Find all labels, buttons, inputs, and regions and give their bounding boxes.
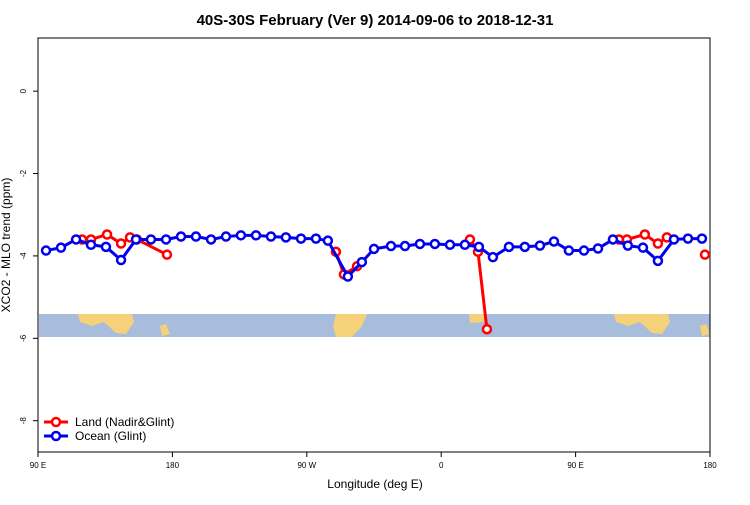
point [652,238,664,249]
x-tick-label: 90 E [567,461,583,470]
point [399,240,411,252]
point [160,234,172,245]
x-axis-label: Longitude (deg E) [327,477,422,491]
point [503,241,515,253]
x-tick-label: 180 [166,461,180,470]
point [115,254,127,266]
point [414,238,426,250]
land-shape [614,314,670,334]
y-axis-label: XCO2 - MLO trend (ppm) [0,178,13,313]
land-shape [160,324,170,336]
point [459,239,471,251]
y-tick-label: -4 [19,252,28,260]
x-tick-label: 0 [439,461,444,470]
y-tick-label: -2 [19,169,28,177]
point [699,249,711,260]
point [652,255,664,267]
point [668,234,680,245]
legend-label: Ocean (Glint) [75,429,146,443]
point [563,245,575,256]
point [607,234,619,245]
y-tick-label: -8 [19,417,28,425]
point [429,238,441,250]
point [85,239,97,251]
point [519,241,531,253]
x-tick-label: 180 [703,461,717,470]
point [385,240,397,252]
point [295,233,307,244]
land-shape [700,324,710,336]
point [130,234,142,245]
point [70,234,82,245]
x-tick-label: 90 E [30,461,46,470]
legend: Land (Nadir&Glint)Ocean (Glint) [44,415,174,443]
point [637,242,649,253]
point [322,235,334,246]
point [578,245,590,256]
point [487,251,499,263]
point [115,238,127,249]
point [100,241,112,253]
point [175,231,187,242]
point [235,230,247,241]
legend-label: Land (Nadir&Glint) [75,415,174,429]
land-shape [78,314,134,334]
point [265,231,277,242]
point [220,231,232,242]
plot-frame [37,37,711,453]
point [473,241,485,253]
point [622,240,634,251]
point [548,236,560,247]
point [356,256,368,268]
legend-marker [50,430,62,442]
point [310,233,322,244]
point [145,234,157,245]
land-shape [333,314,367,337]
ocean-strip [39,314,710,337]
point [368,243,380,255]
point [40,245,52,256]
chart-title: 40S-30S February (Ver 9) 2014-09-06 to 2… [197,12,554,29]
point [639,229,651,240]
point [481,323,493,335]
point [342,271,354,282]
point [592,243,604,254]
y-tick-label: -6 [19,334,28,342]
land-shape [469,314,486,323]
point [55,242,67,253]
point [682,233,694,244]
point [444,239,456,251]
y-tick-label: 0 [19,88,28,93]
legend-marker [50,416,62,428]
x-tick-label: 90 W [297,461,316,470]
point [205,234,217,245]
point [696,233,708,244]
point [190,231,202,242]
point [280,232,292,243]
point [101,229,113,240]
point [534,240,546,251]
point [250,230,262,241]
point [161,249,173,260]
map-strip [39,314,710,337]
